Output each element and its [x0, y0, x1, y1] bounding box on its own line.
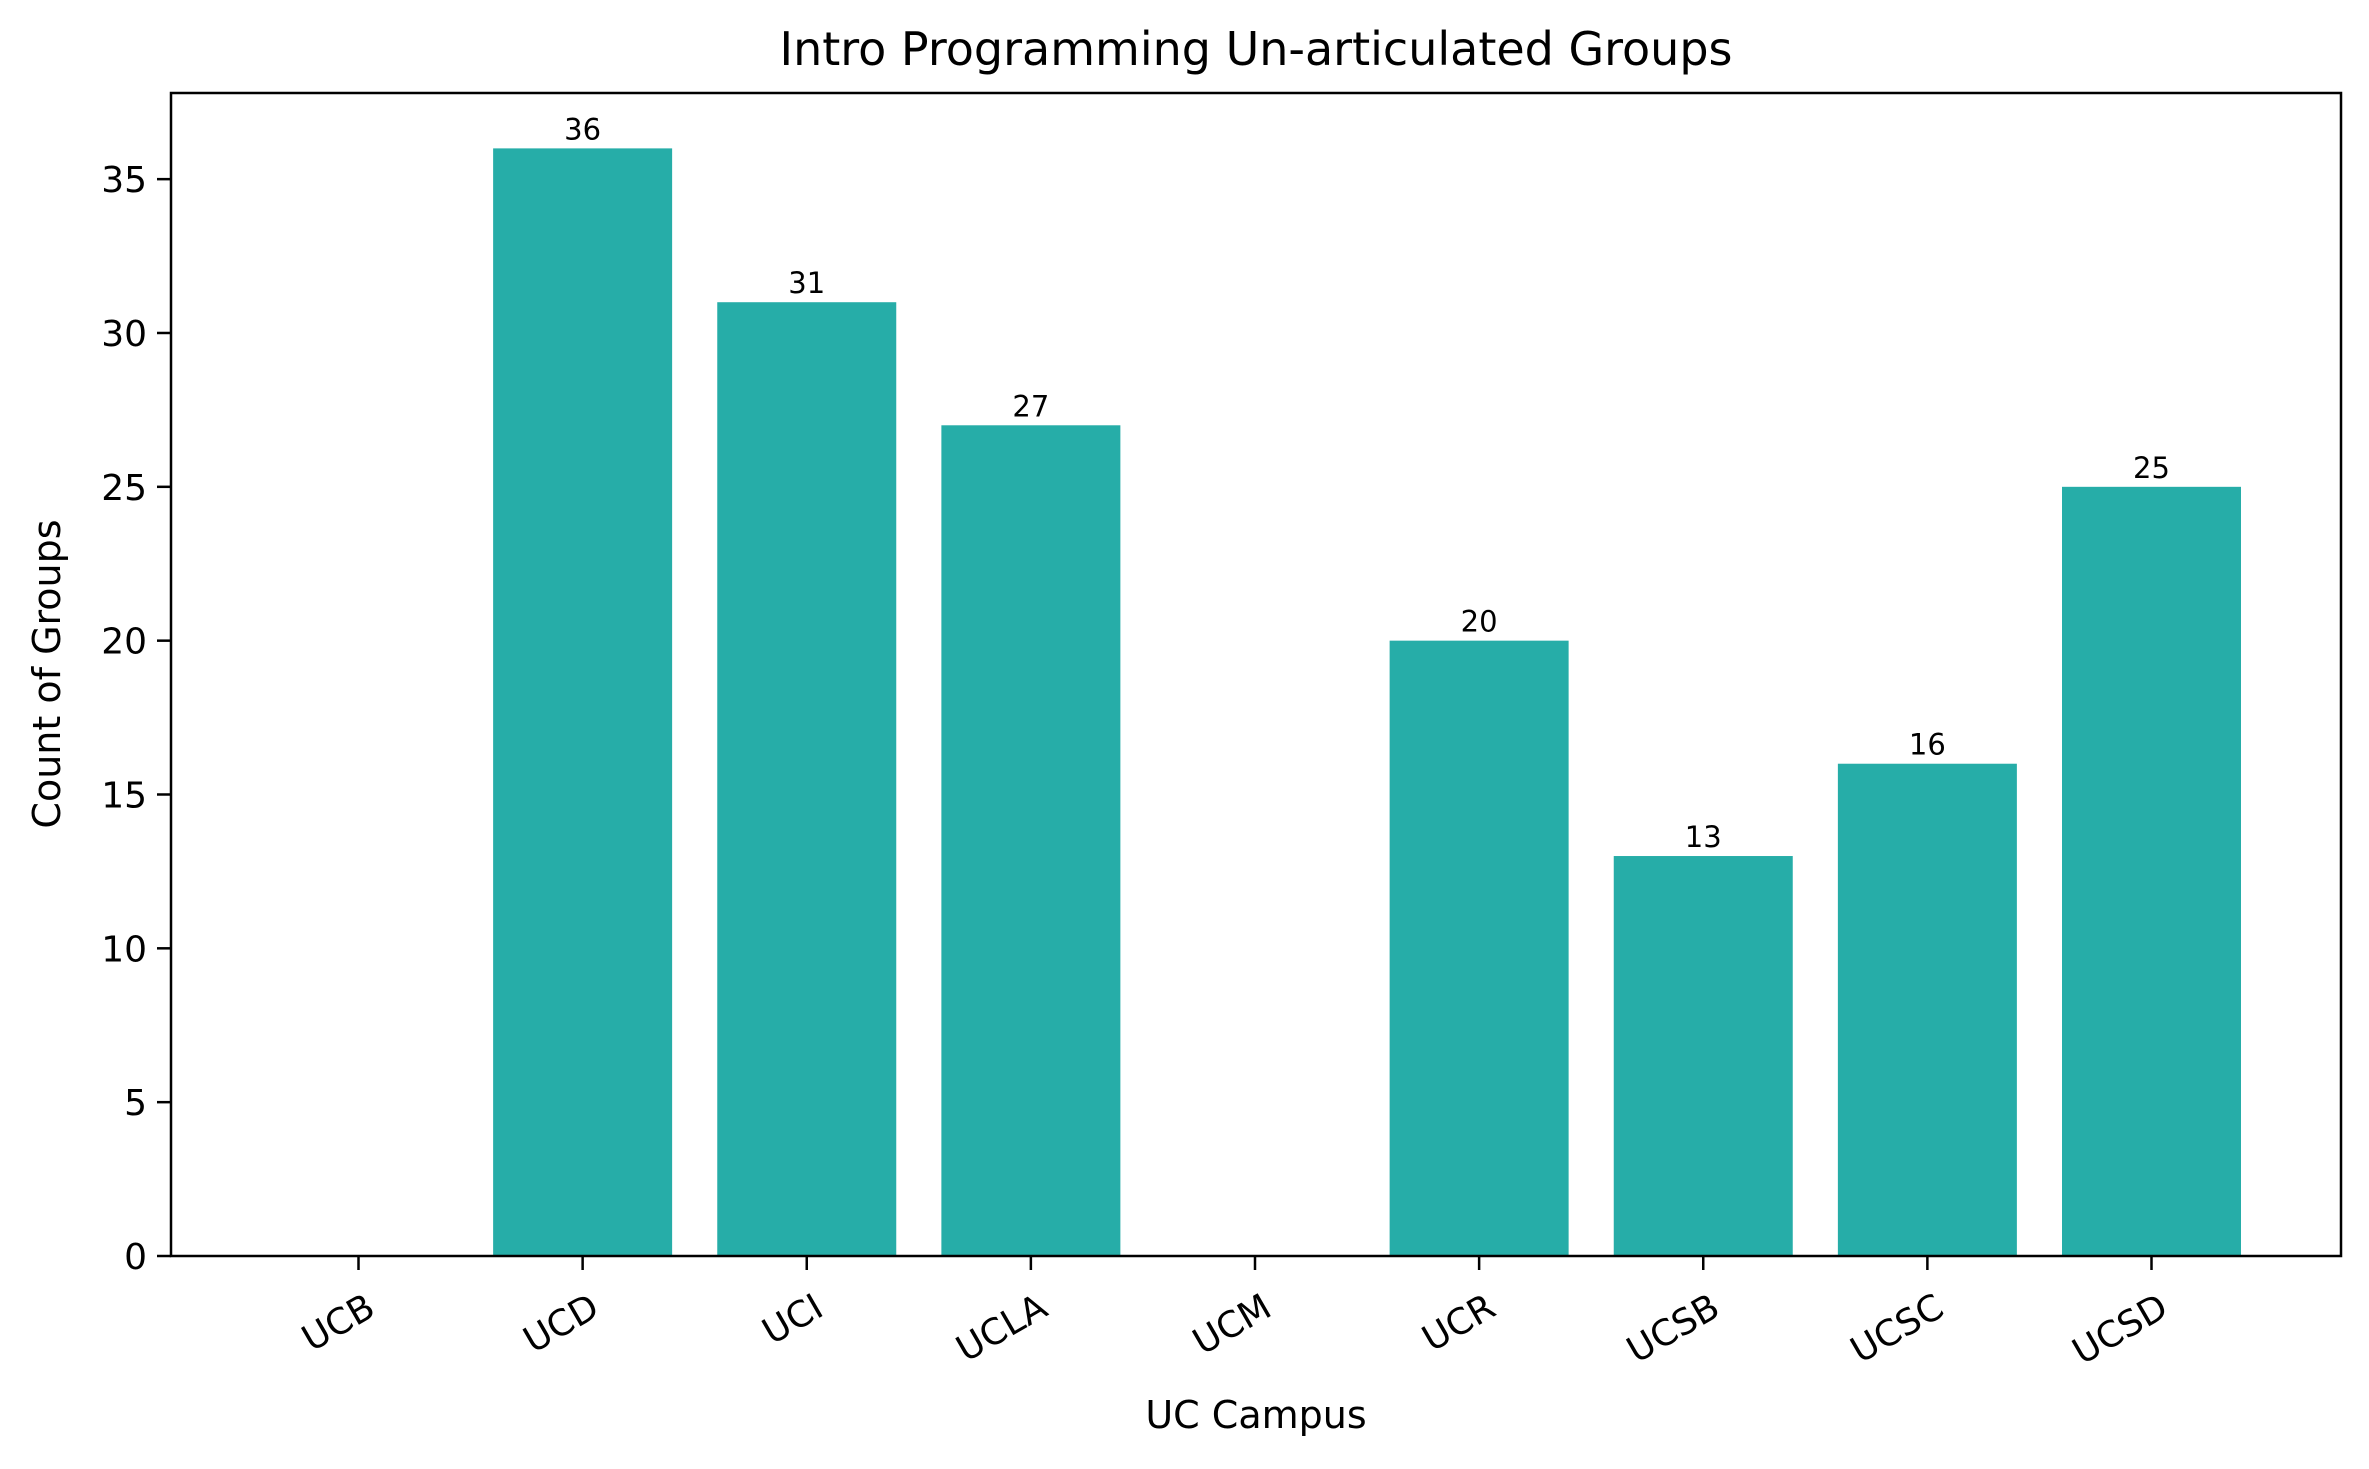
x-tick-label-ucsc: UCSC	[1844, 1286, 1951, 1371]
x-axis-label: UC Campus	[1145, 1393, 1366, 1437]
x-axis: UCB UCD UCI UCLA UCM UCR UCSB UCSC UCSD	[295, 1256, 2175, 1373]
data-label-ucsd: 25	[2133, 451, 2170, 485]
bar-ucd	[493, 148, 673, 1256]
data-label-ucr: 20	[1461, 605, 1498, 639]
chart-title: Intro Programming Un-articulated Groups	[780, 22, 1733, 76]
bar-ucsd	[2062, 486, 2241, 1257]
x-tick-label-ucsb: UCSB	[1620, 1286, 1726, 1371]
x-tick-label-ucla: UCLA	[950, 1286, 1055, 1370]
x-tick-label-ucr: UCR	[1416, 1286, 1503, 1360]
y-tick-label-30: 30	[101, 314, 147, 355]
x-tick-label-ucm: UCM	[1186, 1286, 1278, 1363]
y-tick-label-15: 15	[101, 775, 147, 816]
y-tick-label-0: 0	[124, 1237, 147, 1278]
y-tick-label-20: 20	[101, 622, 147, 663]
data-labels-group: 36 31 27 20 13 16 25	[564, 112, 2170, 854]
data-label-ucla: 27	[1012, 389, 1049, 423]
y-tick-label-5: 5	[124, 1083, 147, 1124]
data-label-ucsb: 13	[1685, 820, 1722, 854]
x-tick-label-ucd: UCD	[517, 1286, 606, 1361]
bars-group	[493, 148, 2241, 1257]
bar-ucla	[941, 425, 1121, 1256]
y-tick-label-25: 25	[101, 468, 147, 509]
y-tick-label-35: 35	[101, 160, 147, 201]
data-label-uci: 31	[788, 266, 825, 300]
x-tick-label-ucsd: UCSD	[2066, 1286, 2175, 1373]
y-axis-label: Count of Groups	[25, 519, 69, 828]
bar-ucsc	[1837, 763, 2017, 1256]
x-tick-label-ucb: UCB	[295, 1286, 381, 1360]
x-tick-label-uci: UCI	[756, 1286, 830, 1353]
data-label-ucsc: 16	[1909, 728, 1946, 762]
bar-ucr	[1389, 640, 1569, 1256]
bar-uci	[717, 302, 897, 1256]
data-label-ucd: 36	[564, 112, 601, 146]
y-axis: 0 5 10 15 20 25 30 35	[101, 160, 171, 1278]
bar-ucsb	[1613, 856, 1793, 1256]
y-tick-label-10: 10	[101, 929, 147, 970]
